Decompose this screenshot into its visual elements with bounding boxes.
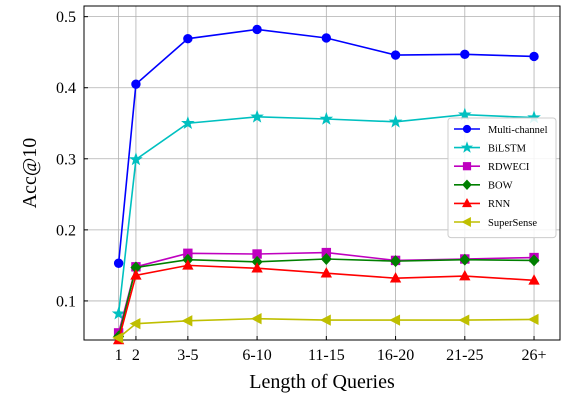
data-point	[112, 332, 124, 344]
data-point	[528, 254, 540, 267]
data-point	[319, 111, 334, 125]
legend-marker	[462, 162, 472, 171]
legend-label: BiLSTM	[488, 143, 527, 154]
x-tick-label: 2	[132, 347, 140, 364]
data-point	[111, 306, 126, 320]
series-bilstm	[111, 107, 541, 320]
legend-entry: SuperSense	[454, 217, 537, 229]
data-point	[130, 269, 142, 280]
series-line	[117, 258, 535, 337]
y-tick-label: 0.4	[56, 80, 76, 97]
legend-entry: BiLSTM	[454, 141, 527, 154]
plot-frame	[83, 5, 561, 341]
x-axis-label: Length of Queries	[249, 371, 395, 393]
data-point	[183, 33, 193, 44]
series-line	[118, 317, 535, 339]
legend-marker	[462, 124, 472, 134]
data-point	[113, 258, 124, 268]
data-point	[460, 49, 470, 60]
axes: 1 2 3-5 6-10 11-15 16-20 21-25 26+ 0.1 0.2 0.3 0.4 0…	[56, 5, 561, 364]
legend-marker	[462, 198, 472, 208]
legend-label: BOW	[488, 181, 513, 192]
data-point	[529, 51, 539, 62]
y-tick-label: 0.5	[56, 9, 76, 26]
data-point	[458, 314, 470, 326]
data-point	[129, 152, 143, 166]
y-tick-label: 0.1	[56, 293, 76, 310]
data-point	[320, 267, 333, 278]
x-tick-label: 1	[115, 347, 123, 364]
legend-label: RNN	[488, 199, 511, 210]
legend-entry: RDWECI	[454, 162, 530, 173]
data-point	[250, 313, 262, 325]
x-tick-label: 6-10	[242, 347, 271, 364]
data-point	[251, 262, 263, 273]
series-line	[117, 113, 535, 314]
series-group	[111, 24, 541, 345]
legend-marker	[460, 141, 474, 153]
data-point	[388, 114, 403, 128]
data-point	[129, 317, 141, 330]
data-point	[457, 107, 472, 121]
x-tick-label: 16-20	[377, 347, 414, 364]
x-tick-label: 11-15	[308, 347, 345, 364]
y-tick-label: 0.2	[56, 222, 76, 239]
series-rnn	[112, 259, 540, 345]
legend-label: SuperSense	[488, 218, 537, 229]
series-multi-channel	[113, 24, 539, 268]
series-line	[117, 264, 535, 341]
series-bow	[113, 252, 540, 343]
data-point	[527, 313, 539, 326]
legend-entry: Multi-channel	[454, 125, 548, 136]
data-point	[250, 109, 264, 123]
data-point	[182, 259, 194, 270]
x-tick-label: 26+	[522, 347, 547, 364]
data-point	[181, 116, 195, 130]
series-supersense	[112, 313, 539, 344]
x-tick-label: 21-25	[446, 347, 483, 364]
data-point	[252, 24, 262, 35]
y-axis-label: Acc@10	[19, 138, 41, 209]
data-point	[459, 253, 471, 266]
data-point	[390, 255, 402, 268]
legend-label: Multi-channel	[488, 125, 548, 136]
data-point	[319, 314, 331, 326]
y-tick-label: 0.3	[56, 151, 76, 168]
legend-entry: RNN	[454, 198, 511, 210]
data-point	[131, 79, 141, 89]
data-point	[389, 272, 402, 283]
legend-marker	[462, 179, 472, 191]
data-point	[528, 274, 540, 285]
legend: Multi-channel BiLSTM RDWECI BOW RNN SuperSens…	[447, 117, 557, 239]
legend-label: RDWECI	[488, 162, 530, 173]
x-tick-label: 3-5	[177, 347, 198, 364]
data-point	[459, 269, 471, 281]
data-point	[321, 33, 332, 43]
legend-entry: BOW	[454, 179, 513, 192]
data-point	[389, 314, 401, 326]
data-point	[320, 252, 332, 265]
data-point	[390, 50, 401, 60]
series-line	[117, 28, 535, 264]
data-point	[181, 315, 193, 327]
legend-marker	[461, 217, 471, 227]
